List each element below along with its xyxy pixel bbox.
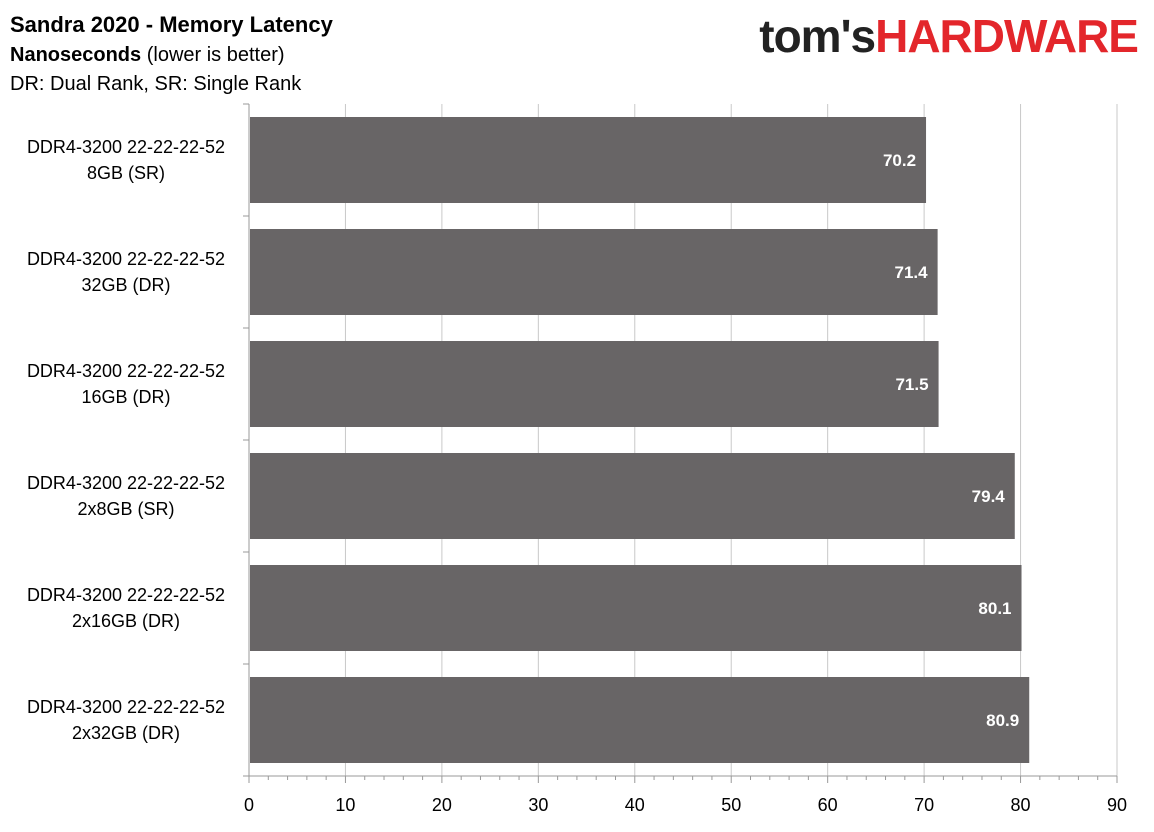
x-tick-label: 40 xyxy=(625,795,645,815)
x-tick-label: 50 xyxy=(721,795,741,815)
category-label: 16GB (DR) xyxy=(81,387,170,407)
toms-hardware-logo: tom'sHARDWARE xyxy=(759,6,1139,66)
bar xyxy=(250,565,1022,651)
x-tick-label: 70 xyxy=(914,795,934,815)
x-tick-label: 80 xyxy=(1011,795,1031,815)
bar xyxy=(250,453,1015,539)
bar xyxy=(250,117,927,203)
category-label: DDR4-3200 22-22-22-52 xyxy=(27,473,225,493)
category-label: 8GB (SR) xyxy=(87,163,165,183)
chart-note: DR: Dual Rank, SR: Single Rank xyxy=(10,73,302,95)
category-label: 32GB (DR) xyxy=(81,275,170,295)
category-label: 2x16GB (DR) xyxy=(72,611,180,631)
x-tick-label: 10 xyxy=(335,795,355,815)
bar xyxy=(250,677,1030,763)
category-label: DDR4-3200 22-22-22-52 xyxy=(27,585,225,605)
x-tick-label: 0 xyxy=(244,795,254,815)
subtitle-qualifier: (lower is better) xyxy=(146,44,285,66)
bar-value-label: 71.4 xyxy=(895,263,929,282)
x-tick-label: 60 xyxy=(818,795,838,815)
bar-value-label: 79.4 xyxy=(972,487,1006,506)
subtitle-unit: Nanoseconds xyxy=(10,44,142,66)
category-label: DDR4-3200 22-22-22-52 xyxy=(27,697,225,717)
x-tick-label: 30 xyxy=(528,795,548,815)
category-label: DDR4-3200 22-22-22-52 xyxy=(27,249,225,269)
bar-value-label: 70.2 xyxy=(883,151,916,170)
bar xyxy=(250,341,939,427)
bar-value-label: 71.5 xyxy=(895,375,928,394)
x-tick-label: 90 xyxy=(1107,795,1127,815)
chart-header: Sandra 2020 - Memory Latency Nanoseconds… xyxy=(10,10,333,98)
logo-part-hardware: HARDWARE xyxy=(875,10,1139,62)
bar xyxy=(250,229,938,315)
chart-subtitle: Nanoseconds (lower is better) xyxy=(10,40,333,70)
category-label: DDR4-3200 22-22-22-52 xyxy=(27,361,225,381)
category-label: DDR4-3200 22-22-22-52 xyxy=(27,137,225,157)
bar-value-label: 80.9 xyxy=(986,711,1019,730)
category-label: 2x8GB (SR) xyxy=(77,499,174,519)
chart-title: Sandra 2020 - Memory Latency xyxy=(10,12,333,37)
x-tick-label: 20 xyxy=(432,795,452,815)
bar-value-label: 80.1 xyxy=(978,599,1011,618)
category-label: 2x32GB (DR) xyxy=(72,723,180,743)
logo-part-toms: tom's xyxy=(759,10,876,62)
